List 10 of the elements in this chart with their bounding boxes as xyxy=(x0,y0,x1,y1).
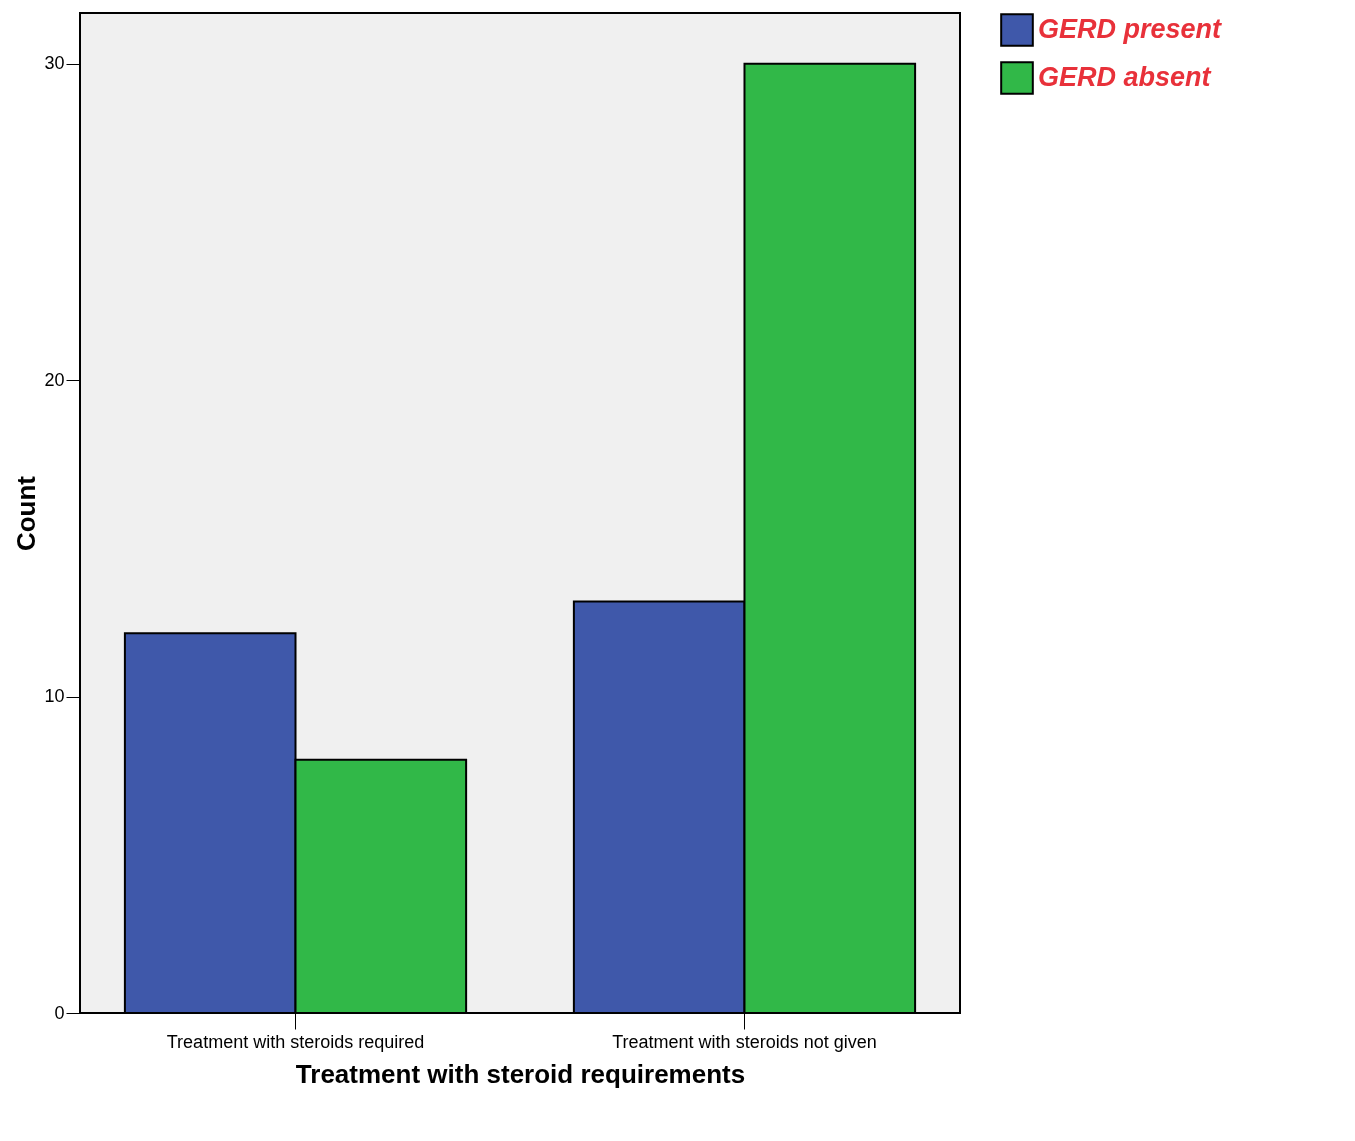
x-tick-label: Treatment with steroids not given xyxy=(612,1031,877,1052)
y-tick-label: 20 xyxy=(44,369,65,390)
y-tick-label: 10 xyxy=(44,686,65,707)
y-tick-label: 0 xyxy=(54,1002,65,1023)
x-tick-label: Treatment with steroids required xyxy=(166,1031,425,1052)
y-axis-title: Count xyxy=(11,475,42,552)
y-tick-label: 30 xyxy=(44,53,65,74)
legend-label: GERD absent xyxy=(1038,62,1212,92)
x-axis-title: Treatment with steroid requirements xyxy=(295,1058,746,1089)
legend-label: GERD present xyxy=(1038,14,1223,44)
